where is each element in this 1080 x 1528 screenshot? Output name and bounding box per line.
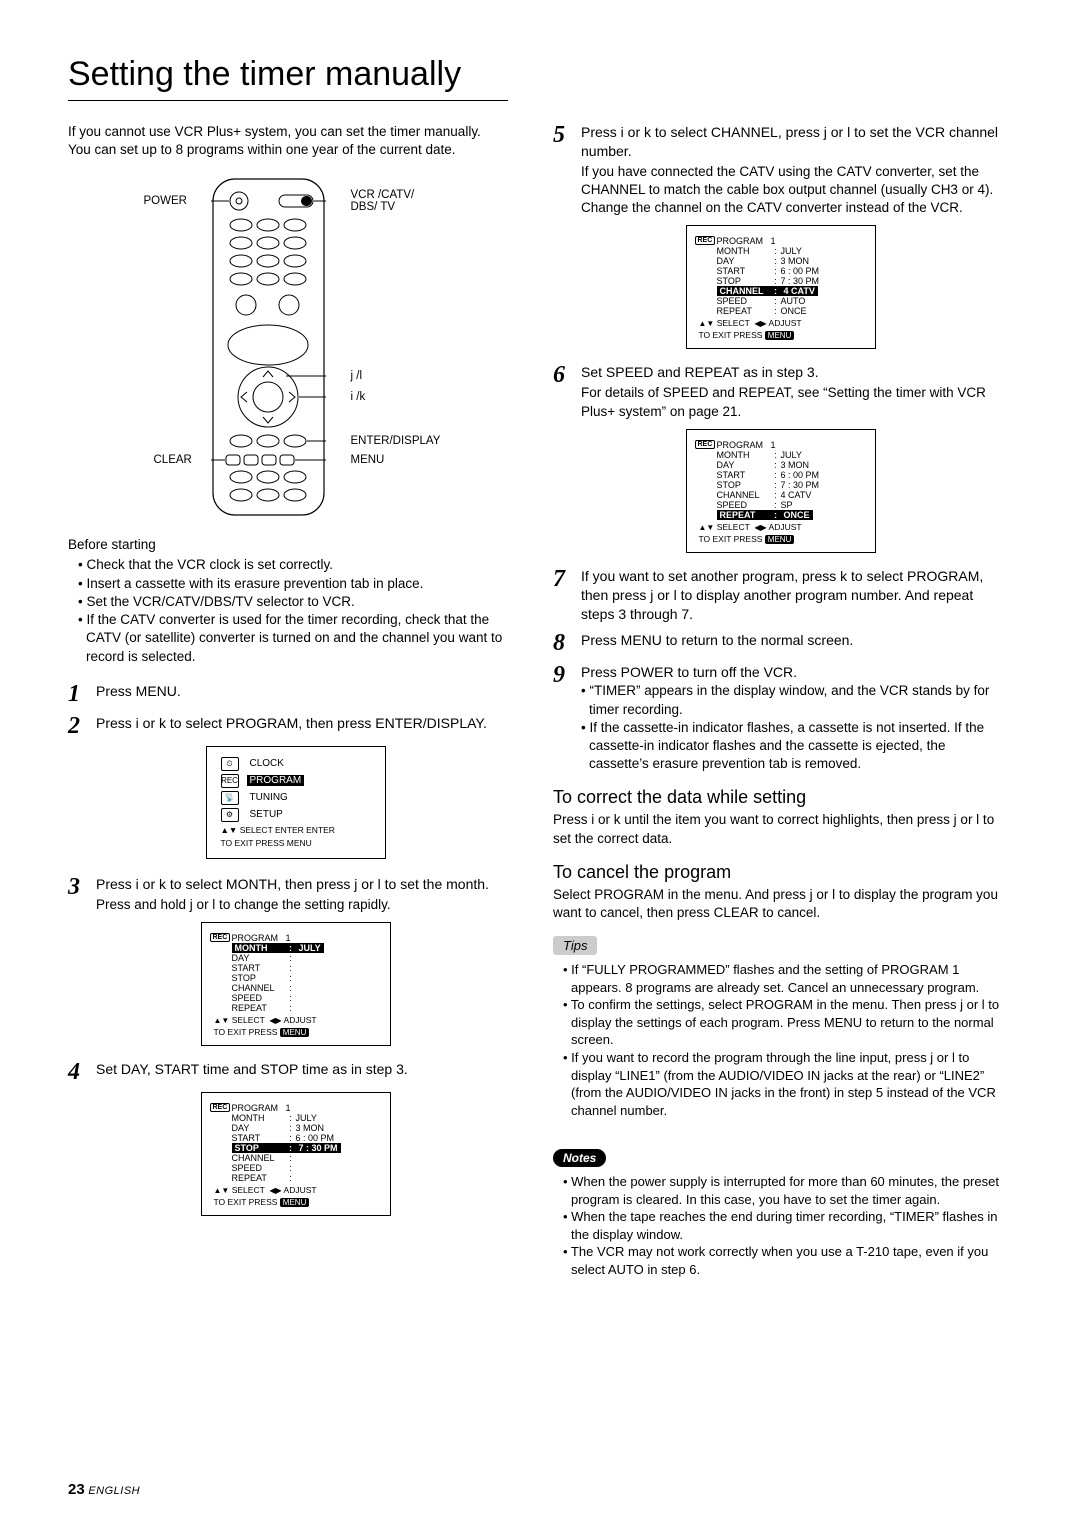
step-number: 7 <box>553 567 581 624</box>
step-8: 8 Press MENU to return to the normal scr… <box>553 631 1008 655</box>
step-text: Press POWER to turn off the VCR. <box>581 663 1008 682</box>
step-text: Press MENU. <box>96 682 523 706</box>
step-text: Press i or k to select CHANNEL, press j … <box>581 123 1008 161</box>
step-number: 2 <box>68 714 96 738</box>
step-text: Set SPEED and REPEAT as in step 3. <box>581 363 1008 382</box>
step-2: 2 Press i or k to select PROGRAM, then p… <box>68 714 523 738</box>
remote-label-vcr: VCR /CATV/ DBS/ TV <box>351 189 415 213</box>
cancel-text: Select PROGRAM in the menu. And press j … <box>553 886 1008 922</box>
step-number: 6 <box>553 363 581 420</box>
step-number: 8 <box>553 631 581 655</box>
step-4: 4 Set DAY, START time and STOP time as i… <box>68 1060 523 1084</box>
remote-label-menu: MENU <box>351 454 385 466</box>
list-item: • When the power supply is interrupted f… <box>563 1173 1008 1208</box>
step-5: 5 Press i or k to select CHANNEL, press … <box>553 123 1008 217</box>
step-7: 7 If you want to set another program, pr… <box>553 567 1008 624</box>
intro-line: You can set up to 8 programs within one … <box>68 141 523 159</box>
page-language: ENGLISH <box>88 1485 140 1497</box>
osd-program-screenshot: RECPROGRAM 1MONTH:JULYDAY:3 MONSTART:6 :… <box>686 225 876 349</box>
page-title: Setting the timer manually <box>68 55 508 101</box>
list-item: • Set the VCR/CATV/DBS/TV selector to VC… <box>78 593 523 611</box>
step-text: Set DAY, START time and STOP time as in … <box>96 1060 523 1084</box>
remote-label-enter: ENTER/DISPLAY <box>351 435 441 447</box>
step-text: Press i or k to select PROGRAM, then pre… <box>96 714 523 738</box>
page-number: 23 <box>68 1481 85 1498</box>
osd-program-screenshot: RECPROGRAM 1MONTH:JULYDAY:3 MONSTART:6 :… <box>686 429 876 553</box>
tips-badge: Tips <box>553 936 597 955</box>
step-number: 4 <box>68 1060 96 1084</box>
step-number: 1 <box>68 682 96 706</box>
remote-icon <box>211 177 326 517</box>
step-text: If you want to set another program, pres… <box>581 567 1008 624</box>
remote-label-power: POWER <box>144 195 187 207</box>
step-subtext: If you have connected the CATV using the… <box>581 163 1008 218</box>
step-number: 5 <box>553 123 581 217</box>
osd-menu-screenshot: ⏲CLOCKRECPROGRAM📡TUNING⚙SETUP▲▼ SELECT E… <box>206 746 386 859</box>
before-starting-list: • Check that the VCR clock is set correc… <box>68 556 523 665</box>
step-subtext: For details of SPEED and REPEAT, see “Se… <box>581 384 1008 420</box>
step-6: 6 Set SPEED and REPEAT as in step 3. For… <box>553 363 1008 420</box>
remote-diagram: POWER VCR /CATV/ DBS/ TV j /l i /k ENTER… <box>126 177 466 517</box>
step-1: 1 Press MENU. <box>68 682 523 706</box>
notes-badge: Notes <box>553 1149 606 1167</box>
page-footer: 23 ENGLISH <box>68 1481 140 1498</box>
step-text: Press MENU to return to the normal scree… <box>581 631 1008 655</box>
step-number: 9 <box>553 663 581 773</box>
correct-title: To correct the data while setting <box>553 787 1008 808</box>
list-item: • If you want to record the program thro… <box>563 1049 1008 1119</box>
intro-line: If you cannot use VCR Plus+ system, you … <box>68 123 523 141</box>
correct-text: Press i or k until the item you want to … <box>553 811 1008 847</box>
step-text: Press i or k to select MONTH, then press… <box>96 875 523 894</box>
right-column: 5 Press i or k to select CHANNEL, press … <box>553 123 1008 1295</box>
list-item: • If “FULLY PROGRAMMED” flashes and the … <box>563 961 1008 996</box>
step-bullet: • If the cassette-in indicator flashes, … <box>581 719 1008 774</box>
cancel-title: To cancel the program <box>553 862 1008 883</box>
step-subtext: Press and hold j or l to change the sett… <box>96 896 523 914</box>
list-item: • To confirm the settings, select PROGRA… <box>563 996 1008 1049</box>
list-item: • If the CATV converter is used for the … <box>78 611 523 666</box>
remote-label-jl: j /l <box>351 370 363 382</box>
list-item: • Insert a cassette with its erasure pre… <box>78 575 523 593</box>
intro-text: If you cannot use VCR Plus+ system, you … <box>68 123 523 159</box>
osd-program-screenshot: RECPROGRAM 1MONTH:JULYDAY:3 MONSTART:6 :… <box>201 1092 391 1216</box>
step-number: 3 <box>68 875 96 914</box>
notes-list: • When the power supply is interrupted f… <box>553 1173 1008 1278</box>
remote-label-ik: i /k <box>351 391 366 403</box>
step-3: 3 Press i or k to select MONTH, then pre… <box>68 875 523 914</box>
before-starting-head: Before starting <box>68 537 523 552</box>
left-column: If you cannot use VCR Plus+ system, you … <box>68 123 523 1295</box>
list-item: • Check that the VCR clock is set correc… <box>78 556 523 574</box>
tips-list: • If “FULLY PROGRAMMED” flashes and the … <box>553 961 1008 1119</box>
list-item: • When the tape reaches the end during t… <box>563 1208 1008 1243</box>
remote-label-clear: CLEAR <box>154 454 192 466</box>
step-bullet: • “TIMER” appears in the display window,… <box>581 682 1008 718</box>
step-9: 9 Press POWER to turn off the VCR. • “TI… <box>553 663 1008 773</box>
osd-program-screenshot: RECPROGRAM 1MONTH:JULYDAY:START:STOP:CHA… <box>201 922 391 1046</box>
list-item: • The VCR may not work correctly when yo… <box>563 1243 1008 1278</box>
